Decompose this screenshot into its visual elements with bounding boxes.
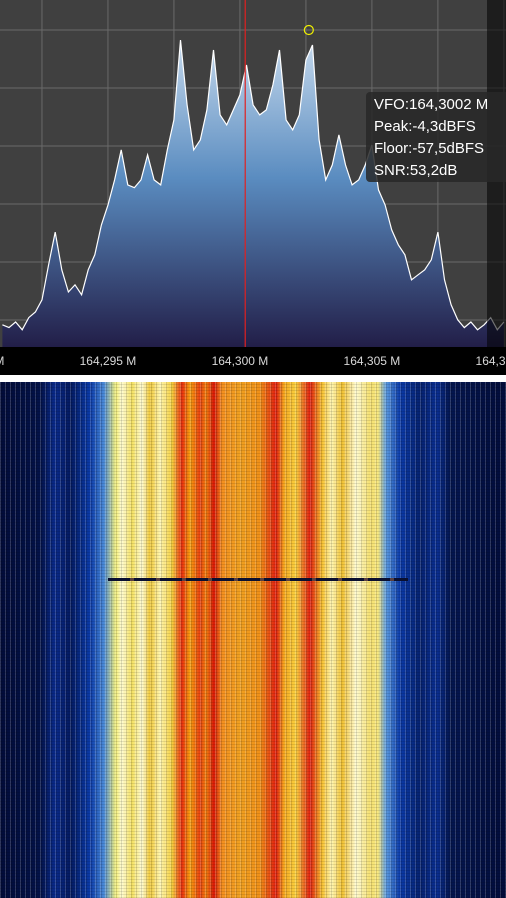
spectrum-panel: 164,290 M 164,295 M 164,300 M 164,305 M 164,… [0, 0, 506, 382]
vfo-text: VFO:164,3002 M [374, 96, 489, 113]
floor-text: Floor:-57,5dBFS [374, 140, 485, 157]
x-tick-label: 164,305 M [344, 354, 401, 368]
x-tick-label: 164,310 M [476, 354, 506, 368]
axis-band [0, 347, 506, 375]
snr-text: SNR:53,2dB [374, 162, 458, 179]
peak-text: Peak:-4,3dBFS [374, 118, 476, 135]
x-tick-label: 164,295 M [80, 354, 137, 368]
x-tick-label: 164,300 M [212, 354, 269, 368]
spectrum-fill [2, 40, 504, 347]
waterfall [0, 382, 506, 898]
info-box: VFO:164,3002 M Peak:-4,3dBFS Floor:-57,5… [366, 92, 506, 182]
separator [0, 375, 506, 382]
peak-marker [303, 24, 314, 36]
waterfall-gap-line [108, 578, 408, 581]
spectrum-trace [2, 39, 505, 331]
x-tick-label: 164,290 M [0, 354, 4, 368]
